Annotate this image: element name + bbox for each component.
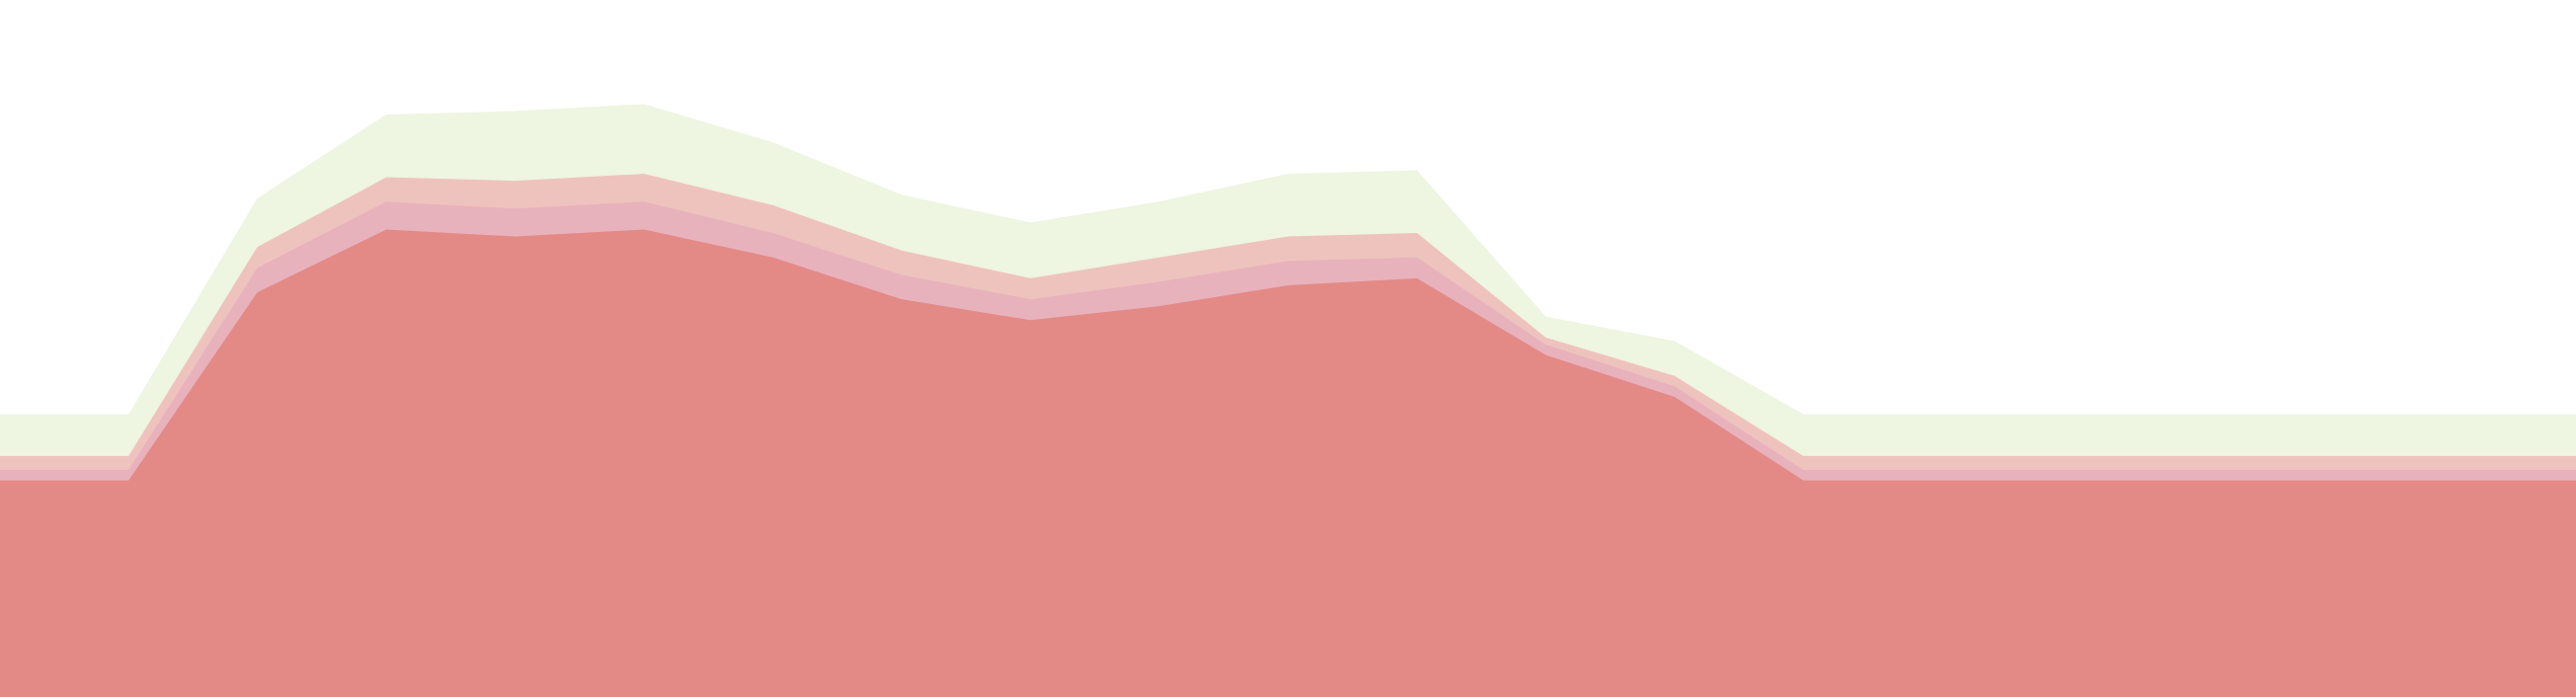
area-series-1 [0, 229, 2576, 697]
chart-area-layers [0, 104, 2576, 697]
